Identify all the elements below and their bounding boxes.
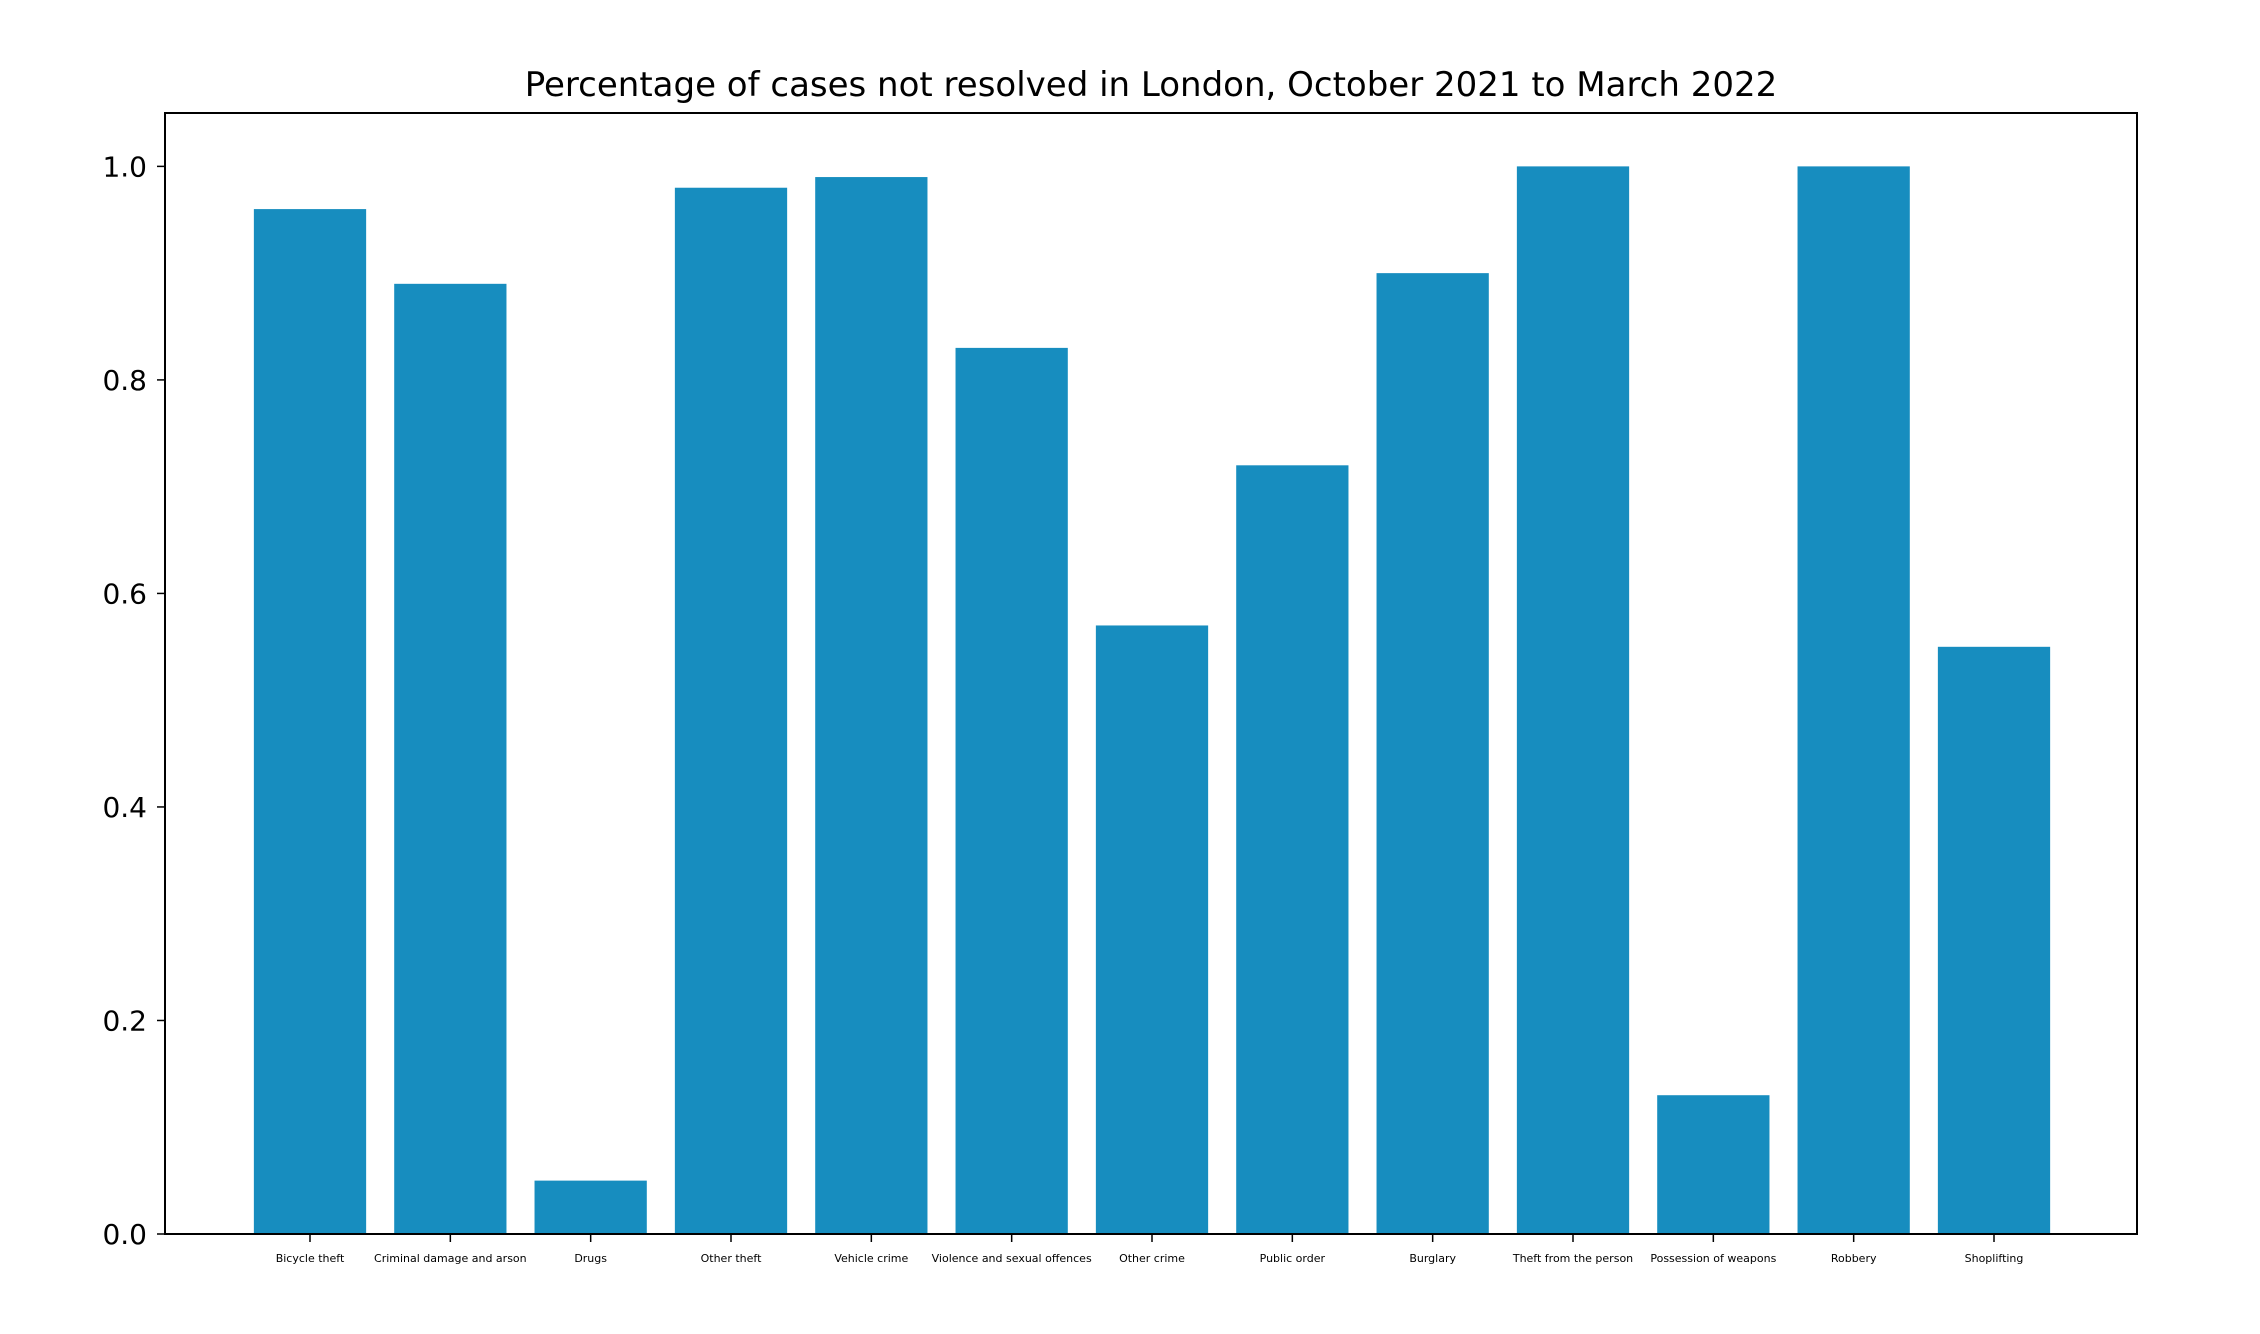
x-tick-label: Burglary [1409, 1252, 1456, 1265]
x-tick-label: Possession of weapons [1650, 1252, 1776, 1265]
y-tick-label: 0.4 [102, 791, 147, 824]
bar-shoplifting [1937, 646, 2051, 1234]
bar-vehicle-crime [815, 177, 928, 1234]
x-tick-label: Theft from the person [1512, 1252, 1633, 1265]
x-tick-label: Bicycle theft [276, 1252, 345, 1265]
x-tick-label: Other theft [701, 1252, 762, 1265]
y-axis: 0.0 0.2 0.4 0.6 0.8 1.0 [102, 150, 165, 1251]
bars-group [253, 166, 2051, 1235]
y-tick-label: 0.8 [102, 364, 147, 397]
bar-other-theft [674, 187, 788, 1235]
y-tick-label: 1.0 [102, 150, 147, 183]
x-tick-label: Public order [1260, 1252, 1326, 1265]
y-tick-label: 0.0 [102, 1218, 147, 1251]
x-tick-label: Drugs [574, 1252, 607, 1265]
bar-public-order [1236, 465, 1349, 1234]
bar-bicycle-theft [253, 209, 367, 1235]
bar-robbery [1797, 166, 1910, 1234]
bar-violence-and-sexual-offences [955, 347, 1068, 1234]
x-tick-label: Other crime [1119, 1252, 1185, 1265]
bar-criminal-damage-and-arson [394, 283, 507, 1234]
x-tick-label: Robbery [1831, 1252, 1877, 1265]
plot-frame [164, 112, 2138, 1235]
bar-theft-from-the-person [1516, 166, 1630, 1234]
bar-drugs [534, 1180, 647, 1234]
bar-possession-of-weapons [1657, 1095, 1770, 1234]
y-tick-label: 0.2 [102, 1004, 147, 1037]
x-axis: Bicycle theft Criminal damage and arson Dr… [276, 1234, 2024, 1265]
y-tick-label: 0.6 [102, 577, 147, 610]
bar-burglary [1376, 273, 1489, 1234]
chart-title: Percentage of cases not resolved in Lond… [525, 65, 1778, 105]
x-tick-label: Criminal damage and arson [374, 1252, 527, 1265]
x-tick-label: Shoplifting [1965, 1252, 2024, 1265]
bar-other-crime [1095, 625, 1209, 1234]
x-tick-label: Violence and sexual offences [932, 1252, 1092, 1265]
x-tick-label: Vehicle crime [834, 1252, 908, 1265]
